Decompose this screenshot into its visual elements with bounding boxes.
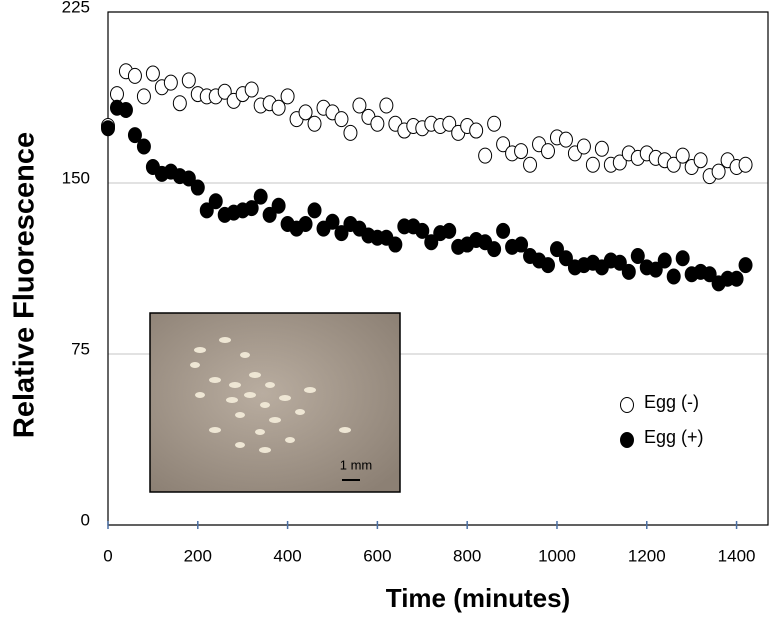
data-point [558, 131, 573, 148]
data-point [738, 257, 753, 274]
data-point [612, 254, 627, 271]
data-point [163, 74, 178, 91]
x-tick-label: 1200 [628, 546, 666, 565]
data-point [729, 270, 744, 287]
data-point [514, 143, 529, 160]
data-point [523, 156, 538, 173]
data-point [253, 188, 268, 205]
y-tick-label: 150 [62, 168, 90, 187]
data-point [379, 97, 394, 114]
data-point [675, 147, 690, 164]
data-point [496, 136, 511, 153]
data-point [145, 65, 160, 82]
data-point [127, 67, 142, 84]
eggs [190, 337, 351, 453]
data-point [118, 102, 133, 119]
data-point [217, 83, 232, 100]
legend-label: Egg (+) [644, 427, 704, 447]
data-point [334, 225, 349, 242]
data-point [101, 120, 115, 137]
data-point [666, 156, 681, 173]
data-point [487, 115, 502, 132]
legend-marker [620, 432, 634, 448]
data-point [514, 236, 529, 253]
data-point [127, 127, 142, 144]
data-point [738, 156, 753, 173]
data-point [109, 86, 124, 103]
x-axis-label: Time (minutes) [386, 583, 570, 613]
data-point [136, 88, 151, 105]
x-tick-label: 600 [363, 546, 391, 565]
data-point [181, 72, 196, 89]
data-point [190, 179, 205, 196]
y-tick-label: 225 [62, 0, 90, 16]
y-axis-label: Relative Fluorescence [9, 132, 41, 438]
data-point [711, 163, 726, 180]
data-point [621, 263, 636, 280]
data-point [280, 88, 295, 105]
data-point [558, 250, 573, 267]
data-point [541, 143, 555, 160]
data-point [442, 115, 457, 132]
x-tick-label: 800 [453, 546, 481, 565]
data-point [648, 261, 663, 278]
data-point [424, 234, 439, 251]
legend-label: Egg (-) [644, 392, 699, 412]
data-point [244, 81, 259, 98]
photo-frame [149, 312, 401, 493]
x-tick-label: 200 [184, 546, 212, 565]
data-point [487, 241, 502, 258]
plot-frame [107, 11, 769, 526]
data-point [307, 202, 322, 219]
data-point [298, 216, 313, 233]
data-point [585, 156, 600, 173]
data-point [415, 222, 430, 239]
inset-photo: 1 mm [149, 312, 401, 493]
data-point [576, 138, 591, 155]
data-point [181, 170, 196, 187]
data-point [325, 213, 340, 230]
data-point [136, 138, 151, 155]
data-point [612, 154, 627, 171]
data-point [271, 99, 286, 116]
data-point [630, 247, 645, 264]
data-point [666, 268, 681, 285]
legend-marker [620, 397, 634, 413]
scale-label: 1 mm [340, 457, 373, 472]
x-tick-label: 0 [103, 546, 112, 565]
data-point [594, 140, 609, 157]
data-point [343, 124, 358, 141]
x-tick-label: 1000 [538, 546, 576, 565]
data-point [334, 111, 349, 128]
data-point [199, 202, 214, 219]
data-point [496, 222, 511, 239]
data-point [244, 200, 259, 217]
data-point [298, 104, 313, 121]
data-point [442, 222, 457, 239]
data-point [172, 95, 187, 112]
data-point [307, 115, 322, 132]
data-point [693, 152, 708, 169]
data-point [262, 206, 277, 223]
y-tick-label: 0 [81, 510, 90, 529]
data-point [370, 115, 385, 132]
y-tick-label: 75 [71, 339, 90, 358]
data-point [271, 197, 286, 214]
data-point [352, 97, 367, 114]
data-point [208, 193, 223, 210]
data-point [541, 257, 555, 274]
data-point [702, 266, 717, 283]
x-tick-label: 1400 [718, 546, 756, 565]
data-point [478, 147, 493, 164]
data-point [469, 122, 484, 139]
data-point [388, 236, 403, 253]
x-tick-label: 400 [273, 546, 301, 565]
data-point [549, 241, 564, 258]
data-point [657, 252, 672, 269]
data-point [675, 250, 690, 267]
